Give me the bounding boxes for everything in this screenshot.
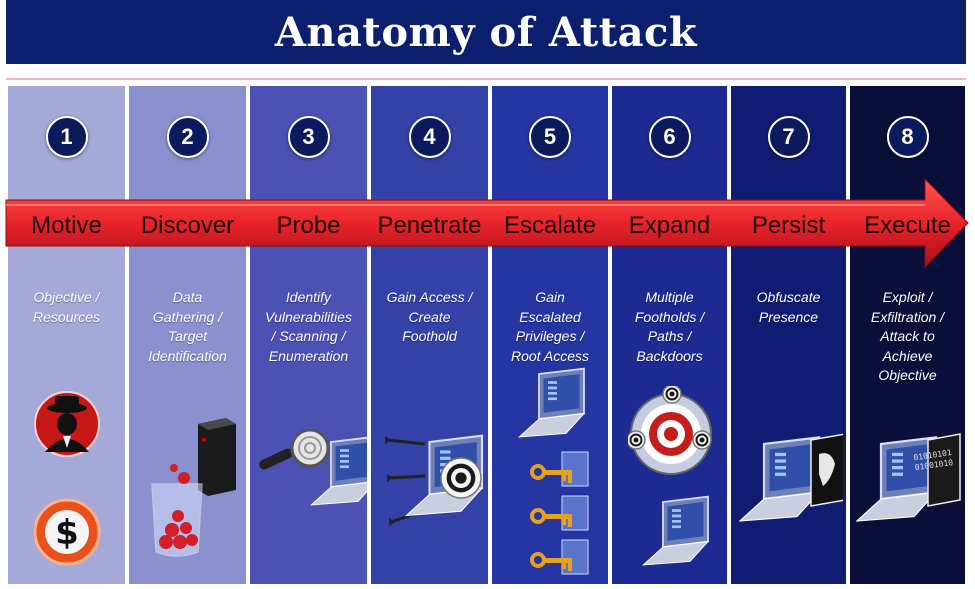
- laptop-icon: [517, 367, 586, 438]
- stage-label-probe: Probe: [276, 212, 341, 239]
- spy-icon: [33, 391, 100, 457]
- title-bar: Anatomy of Attack: [6, 0, 966, 64]
- stage-label-motive: Motive: [31, 212, 102, 239]
- stage-label-execute: Execute: [864, 212, 951, 239]
- stage-number-badge: 6: [648, 116, 691, 158]
- stage-number-badge: 2: [166, 116, 209, 158]
- stage-column-probe: 3 Identify Vulnerabilities / Scanning / E…: [250, 86, 367, 584]
- stage-column-motive: 1 Objective / Resources $: [8, 86, 125, 584]
- stage-description: Multiple Footholds / Paths / Backdoors: [634, 289, 705, 364]
- laptop-icon: [309, 436, 367, 506]
- stage-column-escalate: 5 Gain Escalated Privileges / Root Access: [492, 86, 608, 584]
- stage-column-expand: 6 Multiple Footholds / Paths / Backdoors: [612, 86, 727, 584]
- laptop-exfil-icon: [856, 433, 961, 522]
- stage-number-badge: 8: [886, 116, 929, 158]
- stage-number-badge: 1: [45, 116, 88, 158]
- svg-text:$: $: [55, 513, 79, 553]
- stage-label-penetrate: Penetrate: [377, 212, 482, 239]
- stage-number-badge: 7: [767, 116, 810, 158]
- stage-number-badge: 4: [408, 116, 451, 158]
- stage-column-persist: 7 Obfuscate Presence: [731, 86, 846, 584]
- stage-column-penetrate: 4 Gain Access / Create Foothold: [371, 86, 488, 584]
- stage-column-discover: 2 Data Gathering / Target Identification: [129, 86, 246, 584]
- stage-number-badge: 3: [287, 116, 330, 158]
- stage-label-discover: Discover: [140, 212, 235, 239]
- stage-description: Gain Escalated Privileges / Root Access: [510, 289, 590, 364]
- stage-description: Identify Vulnerabilities / Scanning / En…: [265, 289, 352, 364]
- stage-description: Obfuscate Presence: [756, 289, 821, 325]
- laptop-icon: [641, 495, 710, 566]
- laptop-hidden-icon: [739, 433, 843, 522]
- multi-target-icon: [628, 386, 712, 475]
- page-title: Anatomy of Attack: [274, 8, 698, 56]
- stage-description: Objective / Resources: [33, 289, 100, 325]
- keys-icon: [530, 451, 589, 575]
- data-beaker-icon: [150, 464, 203, 557]
- stage-column-execute: 8 Exploit / Exfiltration / Attack to Achi…: [850, 86, 965, 584]
- process-arrow: [5, 177, 969, 269]
- stage-description: Exploit / Exfiltration / Attack to Achie…: [870, 289, 945, 383]
- dollar-icon: $: [33, 498, 100, 566]
- stage-label-expand: Expand: [628, 212, 711, 239]
- magnifier-icon: [259, 428, 330, 470]
- server-icon: [197, 418, 236, 496]
- target-laptop-icon: [404, 434, 484, 517]
- stage-label-escalate: Escalate: [503, 212, 597, 239]
- title-divider: [6, 78, 966, 80]
- stage-label-persist: Persist: [751, 212, 826, 239]
- stage-number-badge: 5: [529, 116, 571, 158]
- stage-description: Data Gathering / Target Identification: [148, 289, 227, 364]
- stage-description: Gain Access / Create Foothold: [386, 289, 473, 344]
